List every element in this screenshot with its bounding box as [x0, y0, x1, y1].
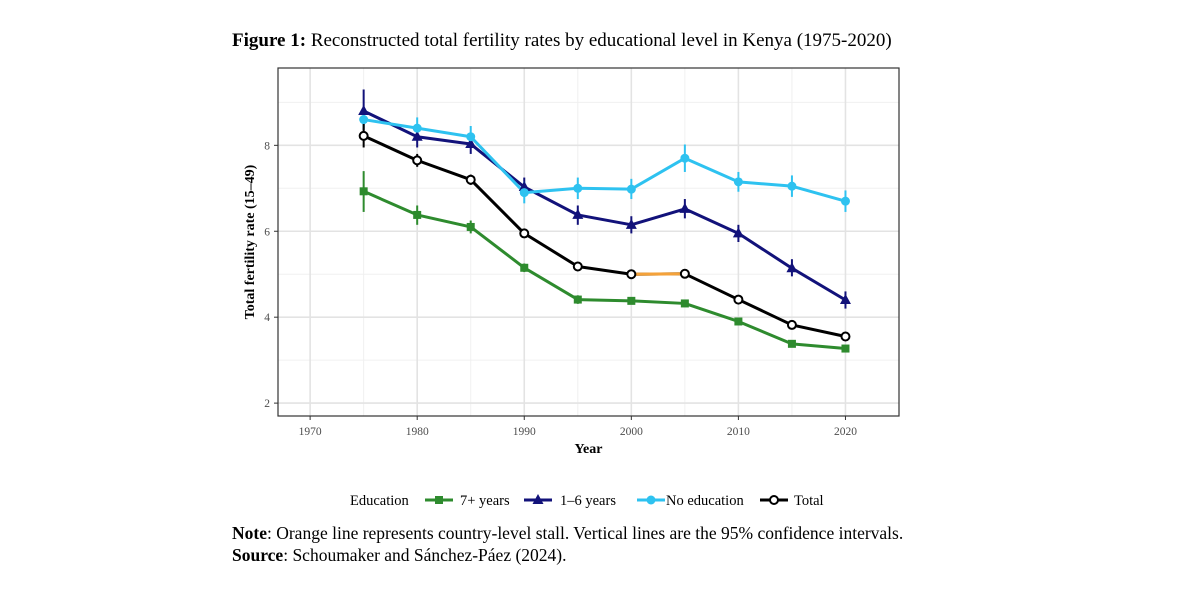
data-point-total — [626, 269, 637, 280]
figure-title-text: Reconstructed total fertility rates by e… — [306, 30, 892, 51]
data-point-7-years — [627, 296, 636, 305]
data-point-no-education — [466, 132, 476, 142]
plot-panel-border — [277, 67, 900, 417]
data-point-no-education — [733, 177, 743, 187]
series-line-no-education — [363, 118, 846, 203]
y-tick-label: 6 — [264, 226, 270, 238]
data-point-7-years — [680, 299, 689, 308]
data-point-no-education — [573, 183, 583, 193]
data-point-total — [733, 294, 744, 305]
data-point-no-education — [680, 153, 690, 163]
data-point-7-years — [573, 295, 582, 304]
y-tick-label: 2 — [264, 398, 270, 410]
legend-label-1-6-years: 1–6 years — [560, 493, 616, 509]
data-point-7-years — [787, 339, 796, 348]
figure-title-prefix: Figure 1: — [232, 30, 307, 51]
note-line: Note: Orange line represents country-lev… — [232, 522, 903, 544]
data-point-1-6-years — [465, 138, 477, 149]
note-text: : Orange line represents country-level s… — [266, 523, 904, 543]
series-lines — [363, 109, 847, 351]
data-point-total — [786, 319, 797, 330]
data-point-no-education — [787, 181, 797, 191]
series-markers — [358, 104, 851, 353]
x-tick-label: 2010 — [727, 426, 750, 438]
x-tick-label: 1970 — [299, 426, 322, 438]
source-text: : Schoumaker and Sánchez-Páez (2024). — [283, 545, 567, 565]
data-point-1-6-years — [786, 262, 798, 273]
y-tick-label: 8 — [264, 140, 270, 152]
x-axis-title: Year — [575, 442, 603, 457]
legend-key-marker-no-education — [646, 495, 656, 505]
legend-key-marker-total — [769, 495, 779, 505]
data-point-7-years — [841, 344, 850, 353]
data-point-total — [679, 268, 690, 279]
data-point-7-years — [359, 187, 368, 196]
data-point-7-years — [520, 263, 529, 272]
figure-title: Figure 1: Reconstructed total fertility … — [232, 30, 892, 52]
data-point-no-education — [626, 184, 636, 194]
data-point-7-years — [413, 210, 422, 219]
figure-note: Note: Orange line represents country-lev… — [232, 522, 903, 566]
legend-label-no-education: No education — [666, 493, 744, 509]
data-point-1-6-years — [679, 202, 691, 213]
data-point-total — [572, 261, 583, 272]
data-point-1-6-years — [625, 218, 637, 229]
data-point-1-6-years — [839, 294, 851, 304]
series-line-1-6-years — [363, 109, 847, 302]
data-point-1-6-years — [732, 227, 744, 238]
data-point-total — [358, 130, 369, 141]
data-point-total — [519, 228, 530, 239]
note-label: Note — [232, 523, 267, 543]
y-tick-label: 4 — [264, 312, 270, 324]
x-tick-label: 1990 — [513, 426, 536, 438]
legend: Education 7+ years 1–6 years No education T… — [350, 493, 824, 509]
data-point-total — [840, 331, 851, 342]
data-point-no-education — [840, 196, 850, 206]
legend-title: Education — [350, 493, 410, 509]
x-tick-label: 2000 — [620, 426, 643, 438]
source-label: Source — [232, 545, 284, 565]
data-point-no-education — [519, 188, 529, 198]
data-point-no-education — [412, 123, 422, 133]
legend-key-marker-1-6-years — [532, 494, 544, 504]
data-point-1-6-years — [572, 208, 584, 219]
data-point-1-6-years — [518, 181, 530, 192]
data-point-1-6-years — [411, 130, 423, 141]
data-point-total — [465, 174, 476, 185]
series-line-7-years — [363, 189, 846, 351]
data-point-total — [412, 155, 423, 166]
source-line: Source: Schoumaker and Sánchez-Páez (202… — [232, 544, 903, 566]
legend-label-7-years: 7+ years — [460, 493, 510, 509]
x-tick-label: 2020 — [834, 426, 857, 438]
data-point-no-education — [359, 115, 369, 125]
data-point-7-years — [734, 317, 743, 326]
y-axis-title: Total fertility rate (15–49) — [243, 164, 258, 319]
data-point-7-years — [466, 222, 475, 231]
legend-key-marker-7-years — [435, 496, 443, 504]
axes: 1970 1980 1990 2000 2010 2020 2 4 6 8 — [264, 140, 857, 438]
series-line-total — [363, 134, 846, 338]
data-point-1-6-years — [358, 104, 370, 115]
legend-label-total: Total — [794, 493, 824, 509]
x-tick-label: 1980 — [406, 426, 429, 438]
